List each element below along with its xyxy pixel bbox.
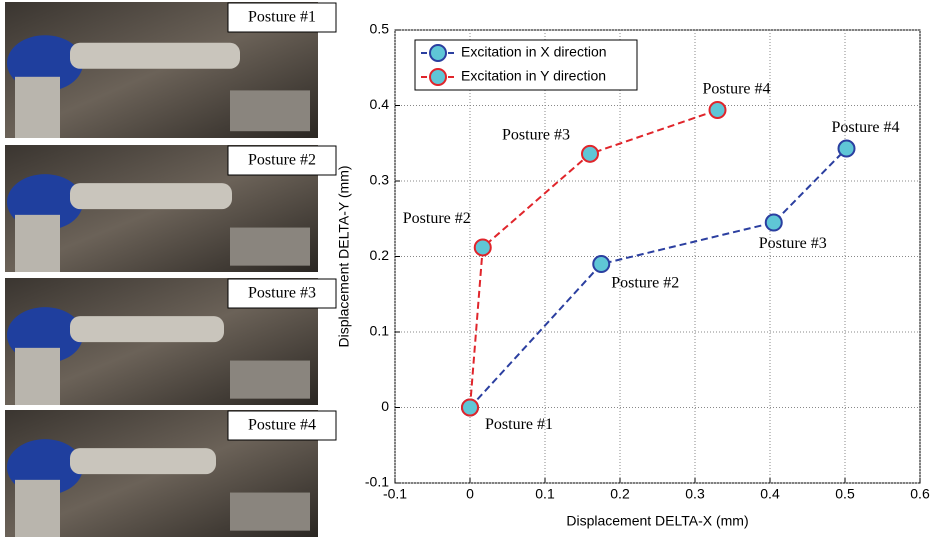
table xyxy=(230,492,310,531)
series-line xyxy=(469,109,718,408)
legend-marker xyxy=(429,44,447,62)
table xyxy=(230,360,310,399)
robot-column xyxy=(15,479,60,537)
point-annotation: Posture #4 xyxy=(703,81,771,98)
series-line xyxy=(469,147,848,409)
y-tick-label: 0.4 xyxy=(370,96,390,112)
label-box xyxy=(227,278,337,309)
point-annotation: Posture #2 xyxy=(403,210,471,227)
data-point xyxy=(473,238,492,257)
x-tick-label: 0.5 xyxy=(835,486,855,502)
y-tick-label: 0.3 xyxy=(370,172,390,188)
robot-arm xyxy=(70,183,232,210)
label-box xyxy=(227,2,337,33)
table xyxy=(230,90,310,132)
data-point xyxy=(461,398,479,417)
panel-label: Posture #4 xyxy=(248,417,316,434)
label-box xyxy=(227,145,337,176)
photo-panels: Posture #1 Posture #2 Posture #3 Posture #4 xyxy=(5,2,337,537)
legend-marker xyxy=(429,68,447,86)
robot-column xyxy=(15,76,60,138)
y-tick-label: 0.1 xyxy=(370,323,390,339)
data-point xyxy=(581,144,599,163)
y-tick-label: 0.5 xyxy=(370,21,390,37)
point-annotation: Posture #4 xyxy=(832,119,900,136)
label-box xyxy=(227,410,337,441)
x-tick-label: 0.1 xyxy=(535,486,555,502)
point-annotation: Posture #3 xyxy=(502,126,570,143)
robot-column xyxy=(15,347,60,405)
legend-box xyxy=(414,39,638,91)
point-annotation: Posture #2 xyxy=(611,275,679,292)
point-annotation: Posture #3 xyxy=(759,235,827,252)
legend-label: Excitation in Y direction xyxy=(461,68,606,84)
data-point xyxy=(837,139,856,158)
robot-arm xyxy=(70,42,240,69)
panel-label: Posture #3 xyxy=(248,285,316,302)
x-tick-label: 0.6 xyxy=(910,486,930,502)
chart: -0.1 0 0.1 0.2 0.3 0.4 0.5 0.6 -0.1 0 0.1 0.2 0.3 0.4… xyxy=(336,21,930,529)
y-axis-label: Displacement DELTA-Y (mm) xyxy=(336,165,352,347)
x-tick-label: 0.2 xyxy=(610,486,630,502)
robot-column xyxy=(15,214,60,272)
y-tick-label: -0.1 xyxy=(365,474,389,490)
legend-label: Excitation in X direction xyxy=(461,44,607,60)
robot-arm xyxy=(70,316,224,343)
panel-label: Posture #1 xyxy=(248,9,316,26)
data-point xyxy=(764,213,783,232)
robot-arm xyxy=(70,448,216,475)
x-axis-label: Displacement DELTA-X (mm) xyxy=(566,513,748,529)
panel-label: Posture #2 xyxy=(248,152,316,169)
x-tick-label: -0.1 xyxy=(383,486,407,502)
x-tick-label: 0.4 xyxy=(760,486,780,502)
table xyxy=(230,227,310,266)
data-point xyxy=(592,255,611,274)
x-tick-label: 0 xyxy=(466,486,474,502)
y-tick-label: 0.2 xyxy=(370,247,390,263)
data-point xyxy=(708,101,727,120)
x-tick-label: 0.3 xyxy=(685,486,705,502)
point-annotation: Posture #1 xyxy=(485,416,553,433)
y-tick-label: 0 xyxy=(381,398,389,414)
